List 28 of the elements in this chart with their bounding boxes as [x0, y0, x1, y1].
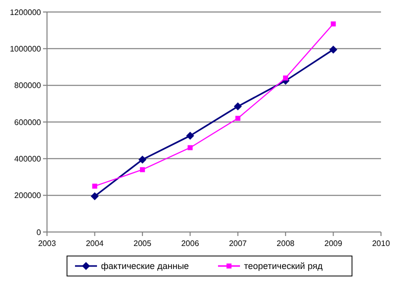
- y-tick-label: 1000000: [10, 44, 42, 54]
- point: [234, 102, 242, 110]
- legend-label: теоретический ряд: [244, 261, 324, 272]
- legend-label: фактические данные: [101, 261, 189, 272]
- x-tick-label: 2006: [181, 239, 200, 248]
- y-tick-label: 400000: [14, 154, 42, 164]
- x-tick-label: 2008: [276, 239, 296, 248]
- x-tick-label: 2005: [134, 239, 152, 248]
- point: [329, 46, 338, 54]
- x-tick-label: 2010: [372, 239, 390, 248]
- y-tick-label: 1200000: [10, 8, 42, 17]
- point: [283, 76, 288, 80]
- y-tick-label: 0: [36, 228, 42, 237]
- x-tick-label: 2009: [324, 239, 343, 248]
- point: [138, 156, 146, 164]
- y-tick-label: 600000: [14, 118, 42, 127]
- point: [188, 145, 193, 150]
- point: [330, 21, 336, 26]
- point: [92, 184, 98, 189]
- point: [235, 116, 240, 121]
- point: [186, 132, 194, 140]
- point: [140, 167, 145, 172]
- x-tick-label: 2004: [86, 239, 104, 248]
- point: [90, 192, 99, 200]
- x-tick-label: 2003: [38, 239, 56, 248]
- y-tick-label: 200000: [14, 191, 42, 200]
- y-tick-label: 800000: [14, 81, 42, 90]
- x-tick-label: 2007: [228, 239, 248, 248]
